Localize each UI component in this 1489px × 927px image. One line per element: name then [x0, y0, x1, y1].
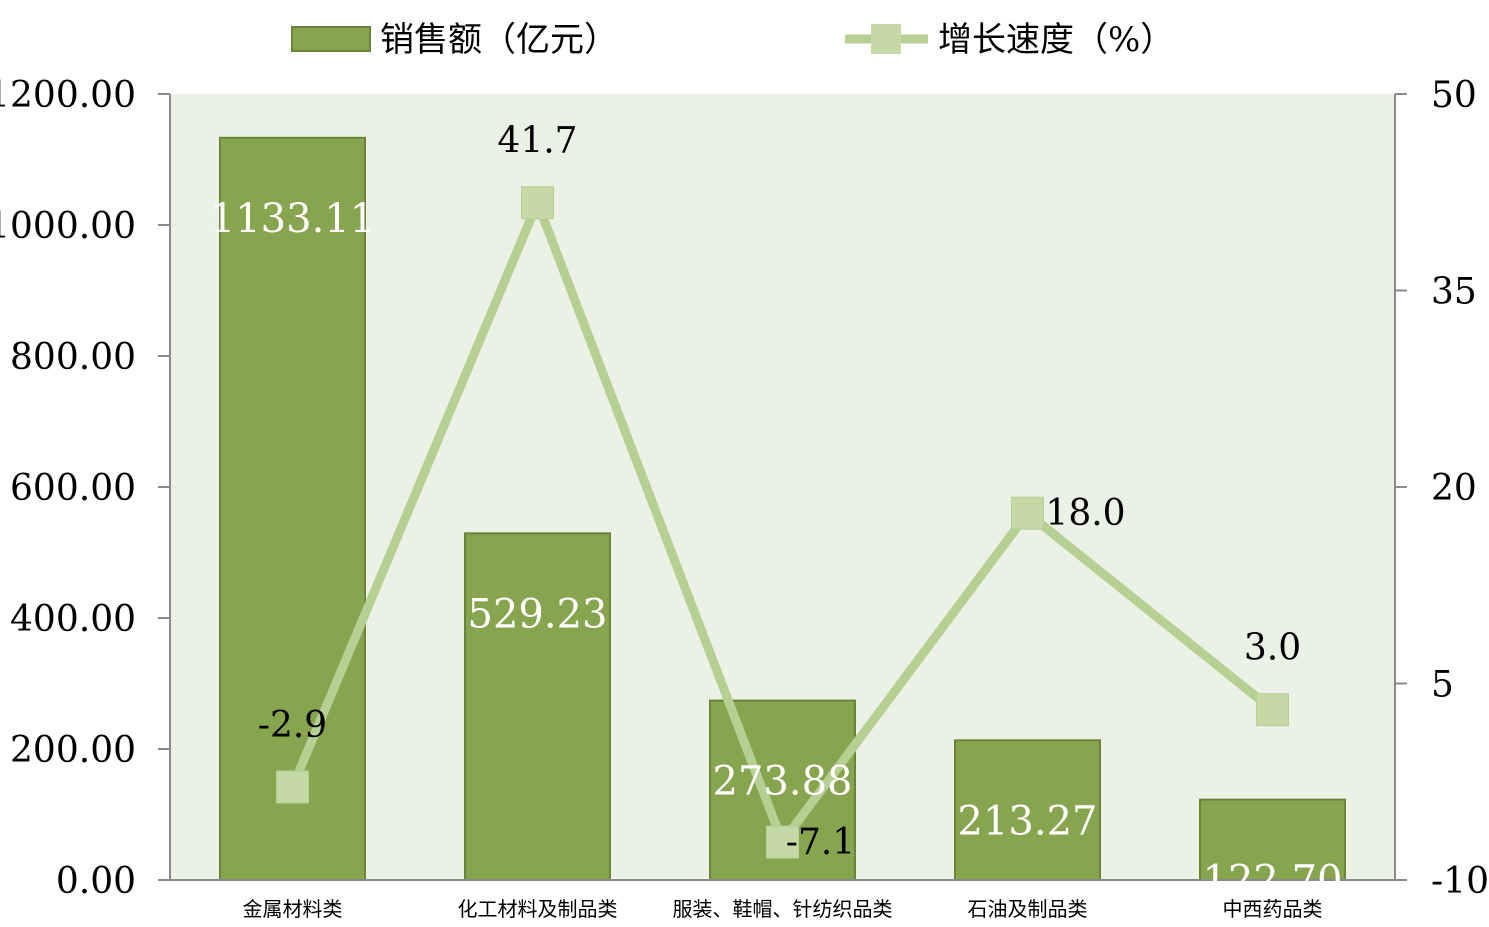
left-tick-label: 0.00: [56, 861, 136, 902]
right-tick-label: 35: [1431, 272, 1477, 313]
right-tick-label: -10: [1431, 861, 1489, 902]
line-series: [276, 186, 1289, 859]
line-value-label: 18.0: [1045, 493, 1125, 534]
left-tick-label: 200.00: [10, 730, 136, 771]
growth-marker-4: [1011, 496, 1044, 530]
left-tick-label: 400.00: [10, 599, 136, 640]
right-tick-label: 50: [1431, 75, 1477, 116]
bar-value-label: 529.23: [468, 591, 608, 637]
left-tick-label: 1200.00: [0, 75, 136, 116]
growth-marker-2: [521, 186, 554, 220]
legend: 销售额（亿元） 增长速度（%）: [291, 20, 1174, 60]
x-tick-label: 中西药品类: [1223, 897, 1323, 921]
bar-data-labels: 1133.11 529.23 273.88 213.27 122.70: [210, 196, 1343, 904]
left-tick-label: 600.00: [10, 468, 136, 509]
bar-value-label: 1133.11: [210, 196, 375, 242]
line-value-label: -7.1: [786, 822, 855, 863]
x-tick-label: 金属材料类: [243, 897, 343, 921]
bar-value-label: 122.70: [1203, 858, 1343, 904]
growth-marker-5: [1256, 693, 1289, 727]
legend-line-label: 增长速度（%）: [938, 20, 1174, 60]
legend-bar-label: 销售额（亿元）: [380, 20, 618, 60]
right-tick-label: 20: [1431, 468, 1477, 509]
legend-line-marker: [871, 24, 901, 54]
bar-2: [464, 532, 611, 882]
x-axis: 金属材料类 化工材料及制品类 服装、鞋帽、针纺织品类 石油及制品类 中西药品类: [170, 879, 1395, 921]
right-tick-label: 5: [1431, 665, 1454, 706]
x-tick-label: 服装、鞋帽、针纺织品类: [673, 897, 893, 921]
bar-1: [219, 136, 366, 882]
growth-marker-1: [276, 770, 309, 804]
line-data-labels: -2.9 41.7 -7.1 18.0 3.0: [258, 121, 1301, 863]
x-tick-label: 化工材料及制品类: [458, 897, 618, 921]
legend-bar-swatch: [291, 26, 371, 52]
left-y-axis: 0.00 200.00 400.00 600.00 800.00 1000.00 1200.…: [0, 75, 171, 902]
line-value-label: 3.0: [1244, 628, 1301, 669]
right-y-axis: -10 5 20 35 50: [1394, 75, 1489, 902]
left-tick-label: 800.00: [10, 337, 136, 378]
x-tick-label: 石油及制品类: [968, 897, 1088, 921]
growth-marker-3: [766, 825, 799, 859]
bar-value-label: 273.88: [713, 759, 853, 805]
bar-value-label: 213.27: [958, 798, 1098, 844]
line-value-label: 41.7: [497, 121, 577, 162]
line-value-label: -2.9: [258, 705, 327, 746]
left-tick-label: 1000.00: [0, 206, 136, 247]
